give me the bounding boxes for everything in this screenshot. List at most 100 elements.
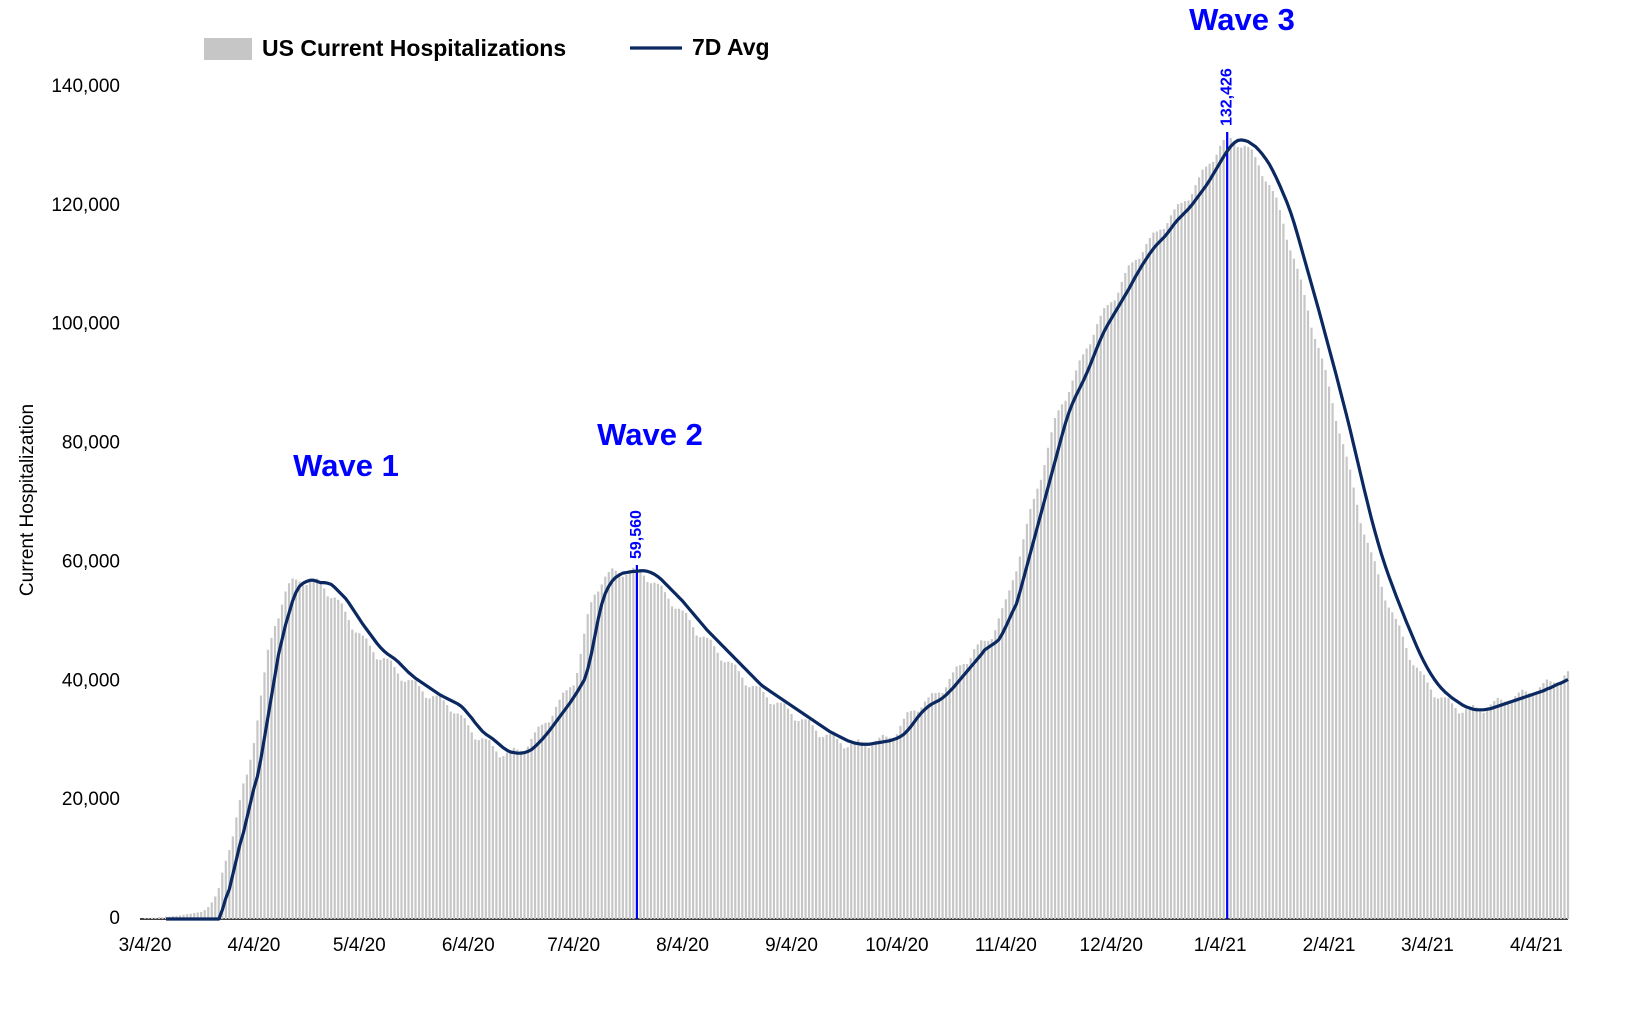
bar	[1117, 292, 1120, 919]
bar	[179, 915, 182, 919]
bar	[857, 739, 860, 919]
y-tick-label: 80,000	[62, 433, 120, 454]
bar	[850, 743, 853, 919]
bar	[189, 913, 192, 919]
bar	[1169, 215, 1173, 919]
bar	[990, 639, 993, 919]
bar	[210, 902, 213, 919]
bar	[1320, 358, 1324, 919]
y-tick-label: 100,000	[51, 314, 120, 335]
bar	[1173, 209, 1176, 919]
bar	[1257, 165, 1260, 920]
bar	[424, 697, 428, 919]
bar	[1384, 600, 1387, 919]
bar	[200, 911, 203, 919]
x-tick-label: 5/4/20	[333, 935, 386, 956]
bar	[755, 686, 758, 919]
x-tick-label: 12/4/20	[1080, 935, 1143, 956]
bar	[885, 736, 888, 919]
avg-line	[166, 138, 1569, 921]
bar	[1205, 166, 1208, 920]
bar	[1050, 432, 1053, 919]
bar	[815, 730, 818, 919]
bar	[1507, 704, 1510, 919]
bar	[1067, 391, 1071, 920]
bar	[955, 666, 958, 919]
bar	[193, 913, 196, 919]
bar	[892, 739, 895, 919]
bar	[551, 715, 554, 919]
bar	[1303, 295, 1306, 919]
bar	[1373, 561, 1376, 919]
x-tick-label: 7/4/20	[547, 935, 600, 956]
bar	[1029, 508, 1032, 919]
bar	[685, 612, 688, 919]
bar	[256, 720, 259, 919]
bar	[663, 592, 667, 919]
bar	[1461, 712, 1464, 919]
bar	[1250, 149, 1253, 919]
bar	[1327, 386, 1331, 919]
bar	[783, 703, 786, 919]
bar	[309, 582, 312, 919]
bar	[1085, 348, 1088, 919]
bar	[1447, 697, 1450, 919]
x-tick-label: 4/4/20	[228, 935, 281, 956]
bar	[688, 620, 691, 919]
bar	[1475, 707, 1478, 919]
bar	[590, 602, 593, 919]
bar	[565, 690, 568, 919]
bar	[1176, 204, 1180, 919]
bar	[909, 711, 913, 919]
bar	[252, 743, 256, 919]
bar	[1356, 504, 1359, 919]
bar	[1015, 571, 1018, 919]
bar	[249, 759, 252, 919]
bar	[540, 724, 544, 919]
y-tick-label: 40,000	[62, 670, 120, 691]
x-tick-label: 4/4/21	[1510, 935, 1563, 956]
bar	[1401, 636, 1404, 919]
bar	[1124, 273, 1127, 919]
bar	[1412, 665, 1415, 919]
bar	[1141, 252, 1144, 919]
legend-label: US Current Hospitalizations	[262, 35, 566, 61]
bar	[916, 711, 920, 919]
bar	[280, 604, 284, 919]
bar	[983, 640, 986, 919]
bar	[656, 583, 660, 919]
bar	[291, 578, 294, 919]
bar	[498, 757, 501, 919]
bar	[467, 725, 470, 919]
bar	[1261, 176, 1264, 920]
bar	[737, 671, 740, 919]
bar	[952, 672, 955, 919]
bar	[470, 732, 473, 919]
bar	[1479, 709, 1482, 919]
bar	[677, 608, 681, 919]
bar	[1405, 648, 1408, 919]
bar	[1538, 687, 1541, 919]
bar	[351, 629, 354, 919]
bar	[699, 637, 702, 919]
bar	[1510, 701, 1513, 919]
bar	[1268, 185, 1271, 920]
bar	[386, 658, 389, 919]
bar	[558, 699, 561, 919]
bar	[1299, 279, 1303, 919]
bar	[1545, 679, 1549, 919]
bar	[302, 585, 305, 919]
bar	[786, 708, 790, 919]
bar	[997, 618, 1000, 919]
bar	[625, 574, 628, 919]
bar	[1426, 682, 1429, 919]
bar	[484, 738, 487, 919]
bar	[1313, 338, 1317, 919]
bar	[1110, 302, 1113, 919]
bar	[1433, 697, 1436, 919]
bar	[1008, 590, 1011, 919]
bar	[765, 697, 768, 919]
bar	[1542, 683, 1545, 919]
wave-annotation: Wave 3	[1189, 2, 1295, 37]
bar	[1039, 479, 1043, 919]
